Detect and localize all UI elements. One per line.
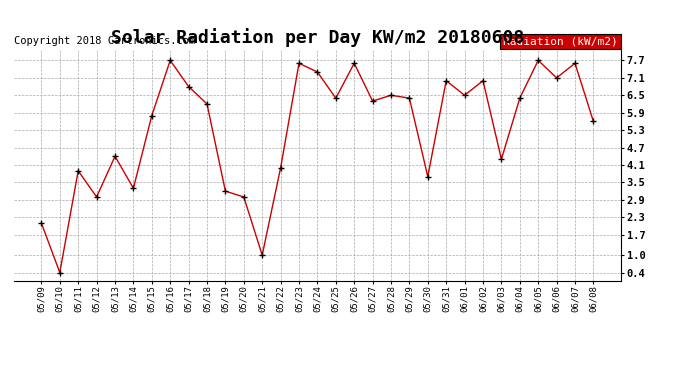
Title: Solar Radiation per Day KW/m2 20180608: Solar Radiation per Day KW/m2 20180608 (111, 28, 524, 47)
Text: Copyright 2018 Cartronics.com: Copyright 2018 Cartronics.com (14, 36, 195, 46)
Text: Radiation (kW/m2): Radiation (kW/m2) (503, 36, 618, 46)
